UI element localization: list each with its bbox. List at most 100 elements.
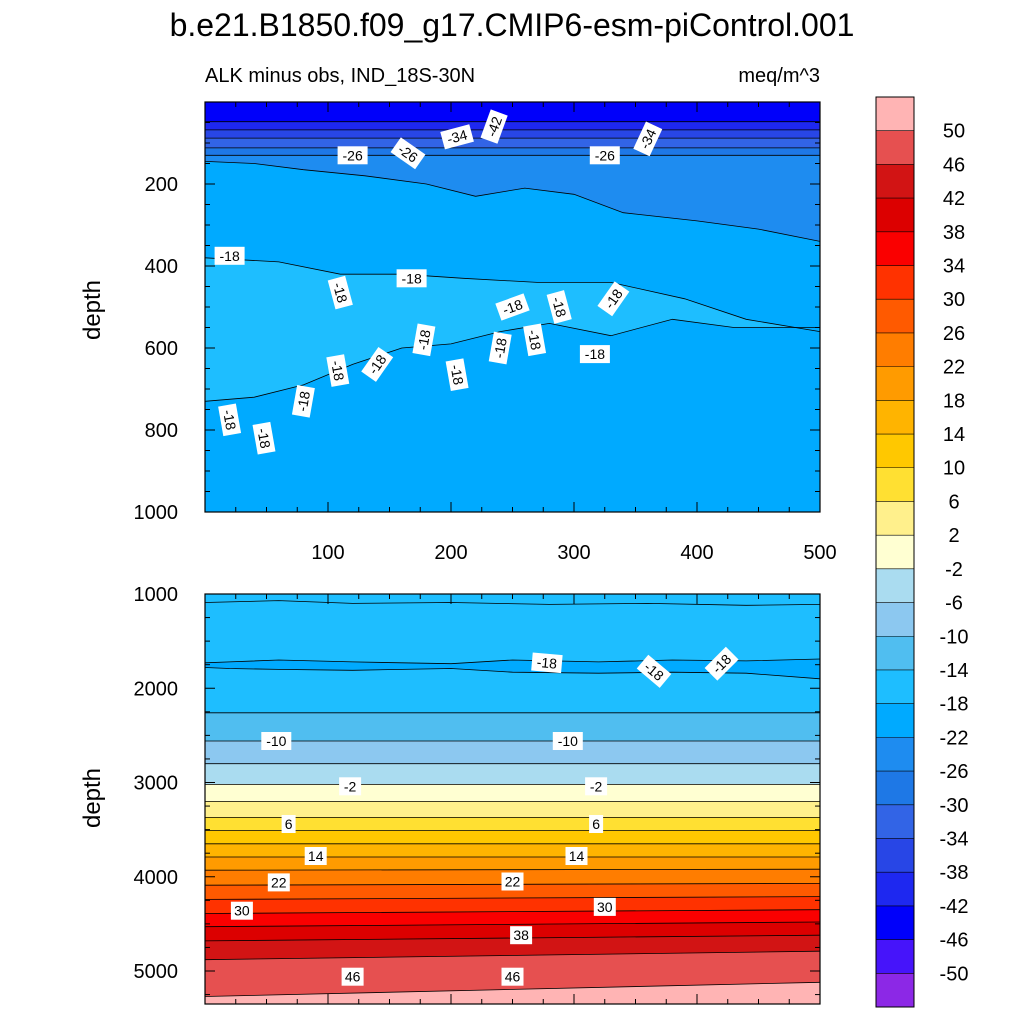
lower-contour-line-0 <box>205 600 820 606</box>
lower-y-tick-label-2: 3000 <box>134 773 179 795</box>
lower-contour-line-16 <box>205 921 820 928</box>
lower-contour-label-12: 22 <box>501 872 524 891</box>
upper-contour-label-text-8: -18 <box>401 270 421 286</box>
colorbar-swatch-24 <box>876 905 914 940</box>
upper-y-axis-label: depth <box>79 280 106 340</box>
upper-contour-line-1 <box>205 257 820 332</box>
colorbar-swatch-25 <box>876 939 914 974</box>
lower-contour-label-text-7: 6 <box>285 816 293 832</box>
colorbar-swatch-16 <box>876 636 914 671</box>
upper-contour-label-text-2: -34 <box>445 126 469 147</box>
colorbar-label-6: 26 <box>943 323 965 345</box>
upper-panel: -26 -26-34 -42 -34-26-18-18-18-18 -18 -18-18-… <box>134 101 837 564</box>
upper-x-tick-label-1: 200 <box>434 542 467 564</box>
colorbar-label-2: 42 <box>943 188 965 210</box>
upper-contour-label-text-6: -18 <box>219 248 239 264</box>
upper-contour-label-text-21: -18 <box>585 346 605 362</box>
upper-contour-label-0: -26 <box>337 146 368 165</box>
lower-contour-label-7: 6 <box>281 815 296 833</box>
upper-contour-label-text-15: -18 <box>328 359 347 382</box>
colorbar-swatch-18 <box>876 703 914 738</box>
upper-x-tick-label-3: 400 <box>680 542 713 564</box>
colorbar-swatch-2 <box>876 164 914 199</box>
colorbar-swatch-17 <box>876 669 914 704</box>
lower-contour-label-text-16: 46 <box>345 969 361 985</box>
lower-contour-label-10: 14 <box>565 847 588 865</box>
colorbar-label-23: -42 <box>940 896 969 918</box>
colorbar-swatch-12 <box>876 501 914 536</box>
colorbar-label-15: -10 <box>940 626 969 648</box>
upper-y-tick-label-3: 800 <box>145 420 178 442</box>
lower-contour-label-text-11: 22 <box>271 874 287 890</box>
colorbar-swatch-6 <box>876 299 914 334</box>
colorbar: 50 46 42 38 34 30 26 22 18 14 10 6 2 -2 -6 -10 -14 -18 -22… <box>875 96 969 1008</box>
upper-y-tick-label-2: 600 <box>145 338 178 360</box>
lower-fill-region-18 <box>205 982 820 1004</box>
colorbar-swatch-21 <box>876 804 914 839</box>
lower-contour-line-19 <box>205 981 820 997</box>
lower-contour-label-text-17: 46 <box>505 969 521 985</box>
colorbar-swatch-14 <box>876 568 914 603</box>
upper-x-tick-label-0: 100 <box>311 542 344 564</box>
lower-contour-label-11: 22 <box>267 873 290 892</box>
lower-fill-region-5 <box>205 784 820 802</box>
colorbar-label-25: -50 <box>940 963 969 985</box>
lower-contour-label-0: -18 <box>531 652 563 674</box>
lower-contour-line-14 <box>205 896 820 900</box>
lower-fill-region-12 <box>205 883 820 900</box>
colorbar-swatch-3 <box>876 198 914 233</box>
lower-contour-label-8: 6 <box>589 815 604 833</box>
colorbar-label-24: -46 <box>940 930 969 952</box>
colorbar-label-4: 34 <box>943 256 965 278</box>
upper-contour-label-7: -18 <box>327 275 353 310</box>
colorbar-swatch-8 <box>876 366 914 401</box>
colorbar-swatch-20 <box>876 771 914 806</box>
colorbar-label-17: -18 <box>940 694 969 716</box>
upper-contour-label-text-12: -18 <box>220 408 239 431</box>
upper-contour-label-18: -18 <box>445 358 469 392</box>
colorbar-swatch-1 <box>876 130 914 165</box>
lower-y-axis-label: depth <box>79 768 106 828</box>
lower-y-tick-label-1: 2000 <box>134 678 179 700</box>
colorbar-label-12: 2 <box>948 525 959 547</box>
upper-contour-label-text-19: -18 <box>491 336 510 359</box>
lower-contour-line-1 <box>205 658 820 665</box>
upper-contour-label-2: -34 <box>440 124 474 150</box>
colorbar-swatch-5 <box>876 265 914 300</box>
colorbar-swatch-26 <box>876 973 914 1008</box>
lower-contour-label-5: -2 <box>339 777 362 796</box>
lower-contour-label-text-10: 14 <box>569 848 585 864</box>
lower-contour-line-12 <box>205 868 820 871</box>
lower-fill-region-2 <box>205 712 820 741</box>
lower-fill-region-16 <box>205 935 820 960</box>
upper-contour-label-text-4: -34 <box>636 126 659 151</box>
lower-contour-label-16: 46 <box>341 967 364 986</box>
upper-x-tick-label-2: 300 <box>557 542 590 564</box>
lower-contour-label-3: -10 <box>261 732 292 750</box>
lower-contour-label-text-6: -2 <box>590 778 603 794</box>
lower-contour-label-text-12: 22 <box>505 874 521 890</box>
lower-contour-label-17: 46 <box>501 967 524 986</box>
upper-contour-label-text-18: -18 <box>447 363 466 386</box>
colorbar-label-3: 38 <box>943 222 965 244</box>
lower-fill-region-3 <box>205 741 820 764</box>
colorbar-swatch-11 <box>876 467 914 502</box>
upper-contour-label-text-14: -18 <box>294 390 313 413</box>
colorbar-swatch-15 <box>876 602 914 637</box>
upper-contour-label-text-13: -18 <box>254 427 273 450</box>
upper-contour-label-21: -18 <box>579 345 610 364</box>
lower-contour-label-text-14: 30 <box>597 899 613 915</box>
upper-fill-region-2 <box>205 161 820 332</box>
lower-fill-region-4 <box>205 763 820 785</box>
colorbar-label-0: 50 <box>943 121 965 143</box>
lower-contour-label-text-5: -2 <box>344 778 357 794</box>
lower-contour-label-4: -10 <box>552 732 583 750</box>
upper-contour-label-text-10: -18 <box>549 295 570 319</box>
colorbar-label-7: 22 <box>943 357 965 379</box>
lower-contour-label-15: 38 <box>510 926 533 945</box>
lower-contour-label-text-3: -10 <box>266 733 286 749</box>
upper-contour-label-9: -18 <box>495 293 530 321</box>
upper-contour-label-text-0: -26 <box>342 147 362 163</box>
colorbar-label-22: -38 <box>940 862 969 884</box>
